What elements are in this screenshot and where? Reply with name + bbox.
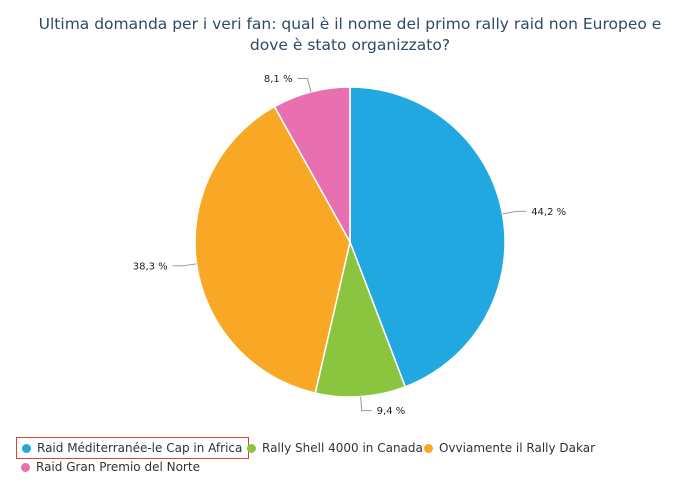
data-label: 8,1 % bbox=[264, 74, 293, 85]
legend-dot-icon bbox=[21, 462, 30, 472]
legend-label: Ovviamente il Rally Dakar bbox=[439, 441, 596, 455]
legend-item[interactable]: Raid Gran Premio del Norte bbox=[16, 456, 206, 478]
legend-label: Rally Shell 4000 in Canada bbox=[262, 441, 423, 455]
legend-item[interactable]: Ovviamente il Rally Dakar bbox=[419, 437, 601, 459]
label-connector bbox=[360, 396, 372, 412]
label-connector bbox=[297, 77, 312, 93]
legend-item[interactable]: Rally Shell 4000 in Canada bbox=[242, 437, 429, 459]
chart-title-line: dove è stato organizzato? bbox=[249, 36, 451, 54]
legend-label: Raid Méditerranée-le Cap in Africa bbox=[37, 441, 243, 455]
data-label: 44,2 % bbox=[531, 207, 566, 218]
data-label: 9,4 % bbox=[377, 406, 406, 417]
legend-label: Raid Gran Premio del Norte bbox=[36, 460, 200, 474]
legend-dot-icon bbox=[247, 443, 256, 453]
label-connector bbox=[502, 210, 527, 215]
chart-title: Ultima domanda per i veri fan: qual è il… bbox=[30, 14, 670, 56]
chart-title-line: Ultima domanda per i veri fan: qual è il… bbox=[38, 15, 662, 33]
data-label: 38,3 % bbox=[133, 261, 168, 272]
label-connector bbox=[172, 263, 197, 267]
legend-dot-icon bbox=[22, 443, 31, 453]
pie-slice[interactable] bbox=[314, 239, 407, 398]
legend-dot-icon bbox=[424, 443, 433, 453]
